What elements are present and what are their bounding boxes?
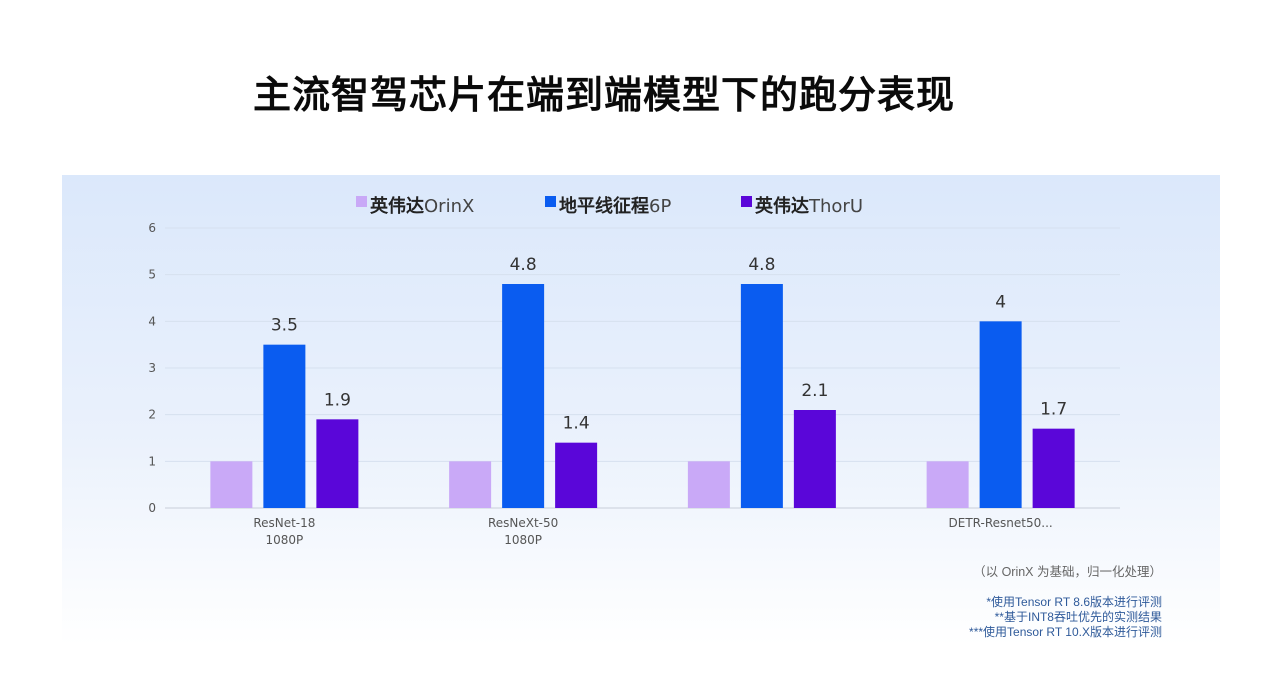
bar — [502, 284, 545, 508]
legend-label: 英伟达OrinX — [369, 195, 474, 217]
footnote-tensorrt-10: ***使用Tensor RT 10.X版本进行评测 — [969, 625, 1162, 639]
y-tick-label: 3 — [148, 361, 156, 375]
bar — [926, 461, 969, 508]
category-label: 1080P — [265, 533, 303, 547]
bar — [555, 442, 598, 508]
category-label: ResNet-18 — [253, 516, 315, 530]
bar — [687, 461, 730, 508]
category-label: 1080P — [504, 533, 542, 547]
footnote-int8: **基于INT8吞吐优先的实测结果 — [994, 610, 1162, 624]
bars — [210, 284, 1075, 508]
category-label: DETR-Resnet50... — [949, 516, 1053, 530]
data-label: 4.8 — [510, 255, 537, 275]
bar — [793, 410, 836, 508]
legend-swatch — [356, 196, 367, 207]
bar — [979, 321, 1022, 508]
bar — [316, 419, 359, 508]
y-tick-label: 4 — [148, 314, 156, 328]
data-label: 1.7 — [1040, 400, 1067, 420]
y-axis-ticks: 0 1 2 3 4 5 6 — [148, 221, 156, 515]
bar — [210, 461, 253, 508]
data-label: 2.1 — [801, 381, 828, 401]
data-label: 1.4 — [563, 414, 590, 434]
y-tick-label: 6 — [148, 221, 156, 235]
legend-swatch — [741, 196, 752, 207]
legend: 英伟达OrinX 地平线征程6P 英伟达ThorU — [356, 195, 863, 217]
data-label: 1.9 — [324, 390, 351, 410]
chart-notes: （以 OrinX 为基础，归一化处理） *使用Tensor RT 8.6版本进行… — [969, 561, 1162, 640]
bar — [740, 284, 783, 508]
y-tick-label: 1 — [148, 454, 156, 468]
y-tick-label: 0 — [148, 501, 156, 515]
bar — [449, 461, 492, 508]
legend-swatch — [545, 196, 556, 207]
grid-lines — [165, 227, 1120, 509]
chart-panel — [62, 175, 1220, 645]
bar — [1032, 428, 1075, 508]
data-label: 4 — [995, 292, 1006, 312]
normalization-note: （以 OrinX 为基础，归一化处理） — [973, 565, 1162, 579]
category-label: ResNeXt-50 — [488, 516, 558, 530]
category-labels: ResNet-18 1080P ResNeXt-50 1080P DETR-Resnet… — [253, 516, 1052, 547]
page-title: 主流智驾芯片在端到端模型下的跑分表现 — [253, 73, 956, 117]
data-label: 4.8 — [748, 255, 775, 275]
legend-label: 地平线征程6P — [559, 195, 671, 217]
y-tick-label: 2 — [148, 408, 156, 422]
y-tick-label: 5 — [148, 268, 156, 282]
value-labels: 3.5 1.9 4.8 1.4 4.8 2.1 4 1.7 — [271, 255, 1067, 434]
bar — [263, 344, 306, 508]
data-label: 3.5 — [271, 316, 298, 336]
footnote-tensorrt-8-6: *使用Tensor RT 8.6版本进行评测 — [986, 595, 1162, 609]
legend-label: 英伟达ThorU — [754, 195, 863, 217]
